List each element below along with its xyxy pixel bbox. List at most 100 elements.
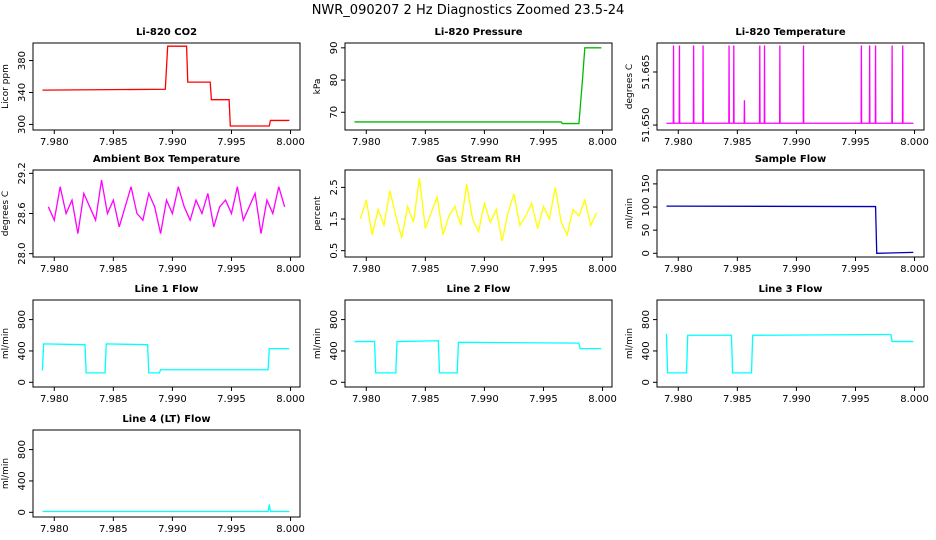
x-tick-label: 7.985 — [411, 394, 440, 405]
x-tick-label: 7.980 — [664, 264, 693, 275]
x-tick-label: 7.995 — [217, 137, 246, 148]
plot-area — [666, 45, 914, 124]
x-tick-label: 8.000 — [276, 137, 305, 148]
y-axis-label: ml/min — [313, 328, 323, 359]
plot-area — [42, 504, 290, 513]
panel-title: Ambient Box Temperature — [93, 154, 240, 165]
x-tick-label: 7.985 — [411, 264, 440, 275]
x-tick-label: 7.980 — [352, 264, 381, 275]
data-line — [42, 504, 290, 513]
data-line — [666, 45, 914, 124]
x-tick-label: 7.980 — [352, 137, 381, 148]
data-line — [354, 47, 602, 125]
y-tick-label: 400 — [641, 341, 652, 360]
x-tick-label: 7.980 — [40, 394, 69, 405]
panel-title: Gas Stream RH — [436, 154, 521, 165]
panel: Line 3 Flow ml/min 7.980 7.985 7.990 7.995 8.0… — [625, 284, 929, 405]
y-tick-label: 400 — [329, 341, 340, 360]
y-tick-label: 800 — [17, 310, 28, 329]
y-tick-label: 150 — [641, 174, 652, 193]
y-tick-label: 0 — [17, 509, 28, 515]
x-tick-label: 7.985 — [99, 394, 128, 405]
x-tick-label: 7.990 — [782, 137, 811, 148]
y-tick-label: 800 — [329, 310, 340, 329]
y-tick-label: 80 — [329, 74, 340, 87]
x-tick-label: 7.990 — [470, 264, 499, 275]
plot-area — [354, 340, 602, 374]
x-tick-label: 7.980 — [352, 394, 381, 405]
plot-area — [41, 343, 290, 374]
plot-frame — [656, 42, 925, 131]
y-tick-label: 1.5 — [329, 211, 340, 227]
panel-title: Li-820 Temperature — [735, 27, 845, 38]
y-tick-label: 400 — [17, 341, 28, 360]
x-tick-label: 8.000 — [276, 394, 305, 405]
data-line — [354, 340, 602, 374]
panel: Li-820 Temperature degrees C 7.980 7.985 7.9… — [625, 27, 929, 148]
x-tick-label: 7.985 — [411, 137, 440, 148]
data-line — [359, 177, 598, 242]
y-tick-label: 70 — [329, 106, 340, 119]
y-axis-label: ml/min — [625, 198, 635, 229]
x-tick-label: 7.995 — [841, 137, 870, 148]
x-tick-label: 7.990 — [158, 137, 187, 148]
plot-area — [665, 333, 914, 374]
x-tick-label: 8.000 — [900, 394, 929, 405]
plot-area — [354, 47, 602, 125]
plot-frame — [344, 42, 613, 131]
x-tick-label: 7.985 — [723, 394, 752, 405]
y-tick-label: 400 — [17, 471, 28, 490]
y-tick-label: 0 — [641, 379, 652, 385]
x-tick-label: 8.000 — [276, 264, 305, 275]
panel: Ambient Box Temperature degrees C 7.980 7.9… — [1, 154, 305, 275]
x-tick-label: 8.000 — [900, 137, 929, 148]
plot-frame — [656, 169, 925, 258]
y-tick-label: 51.665 — [641, 55, 652, 90]
plot-area — [359, 177, 598, 242]
x-tick-label: 7.995 — [217, 524, 246, 535]
panel: Sample Flow ml/min 7.980 7.985 7.990 7.995 8.0… — [625, 154, 929, 275]
panel: Li-820 CO2 Licor ppm 7.980 7.985 7.990 7.995 8… — [1, 27, 305, 148]
y-tick-label: 800 — [641, 310, 652, 329]
x-tick-label: 7.995 — [841, 394, 870, 405]
x-tick-label: 7.990 — [470, 137, 499, 148]
y-axis-label: kPa — [313, 79, 323, 95]
x-tick-label: 7.990 — [158, 394, 187, 405]
x-tick-label: 7.985 — [723, 137, 752, 148]
data-line — [666, 205, 914, 254]
x-tick-label: 7.995 — [529, 137, 558, 148]
data-line — [665, 333, 914, 374]
x-tick-label: 8.000 — [588, 137, 617, 148]
plot-frame — [32, 169, 301, 258]
panel-title: Line 2 Flow — [447, 284, 511, 295]
x-tick-label: 8.000 — [588, 394, 617, 405]
x-tick-label: 7.995 — [529, 264, 558, 275]
plot-area — [666, 205, 914, 254]
x-tick-label: 7.980 — [40, 524, 69, 535]
panel: Line 1 Flow ml/min 7.980 7.985 7.990 7.995 8.0… — [1, 284, 305, 405]
y-tick-label: 100 — [641, 197, 652, 216]
y-tick-label: 28.6 — [17, 202, 28, 224]
y-tick-label: 0.5 — [329, 243, 340, 259]
x-tick-label: 7.980 — [40, 264, 69, 275]
plot-frame — [32, 299, 301, 388]
x-tick-label: 7.990 — [158, 524, 187, 535]
x-tick-label: 7.980 — [664, 137, 693, 148]
data-line — [42, 45, 290, 127]
plot-area — [42, 45, 290, 127]
plot-area — [47, 179, 286, 234]
panel-title: Li-820 Pressure — [434, 27, 522, 38]
x-tick-label: 7.995 — [841, 264, 870, 275]
x-tick-label: 8.000 — [900, 264, 929, 275]
x-tick-label: 7.980 — [664, 394, 693, 405]
plot-frame — [32, 42, 301, 131]
y-axis-label: ml/min — [625, 328, 635, 359]
y-tick-label: 380 — [17, 51, 28, 70]
y-axis-label: percent — [313, 196, 323, 231]
panel-title: Li-820 CO2 — [136, 27, 197, 38]
y-tick-label: 50 — [641, 224, 652, 237]
panel: Gas Stream RH percent 7.980 7.985 7.990 7.995… — [313, 154, 617, 275]
x-tick-label: 7.995 — [217, 394, 246, 405]
panel: Line 2 Flow ml/min 7.980 7.985 7.990 7.995 8.0… — [313, 284, 617, 405]
